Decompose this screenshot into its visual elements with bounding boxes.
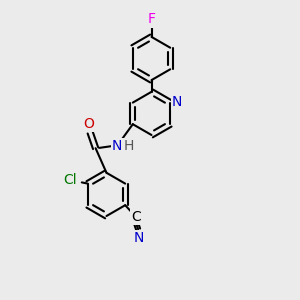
Text: H: H: [123, 140, 134, 153]
Text: C: C: [131, 210, 141, 224]
Text: O: O: [83, 117, 94, 131]
Text: N: N: [172, 95, 182, 109]
Text: Cl: Cl: [64, 173, 77, 187]
Text: N: N: [112, 139, 122, 153]
Text: F: F: [148, 13, 155, 26]
Text: N: N: [134, 231, 144, 245]
